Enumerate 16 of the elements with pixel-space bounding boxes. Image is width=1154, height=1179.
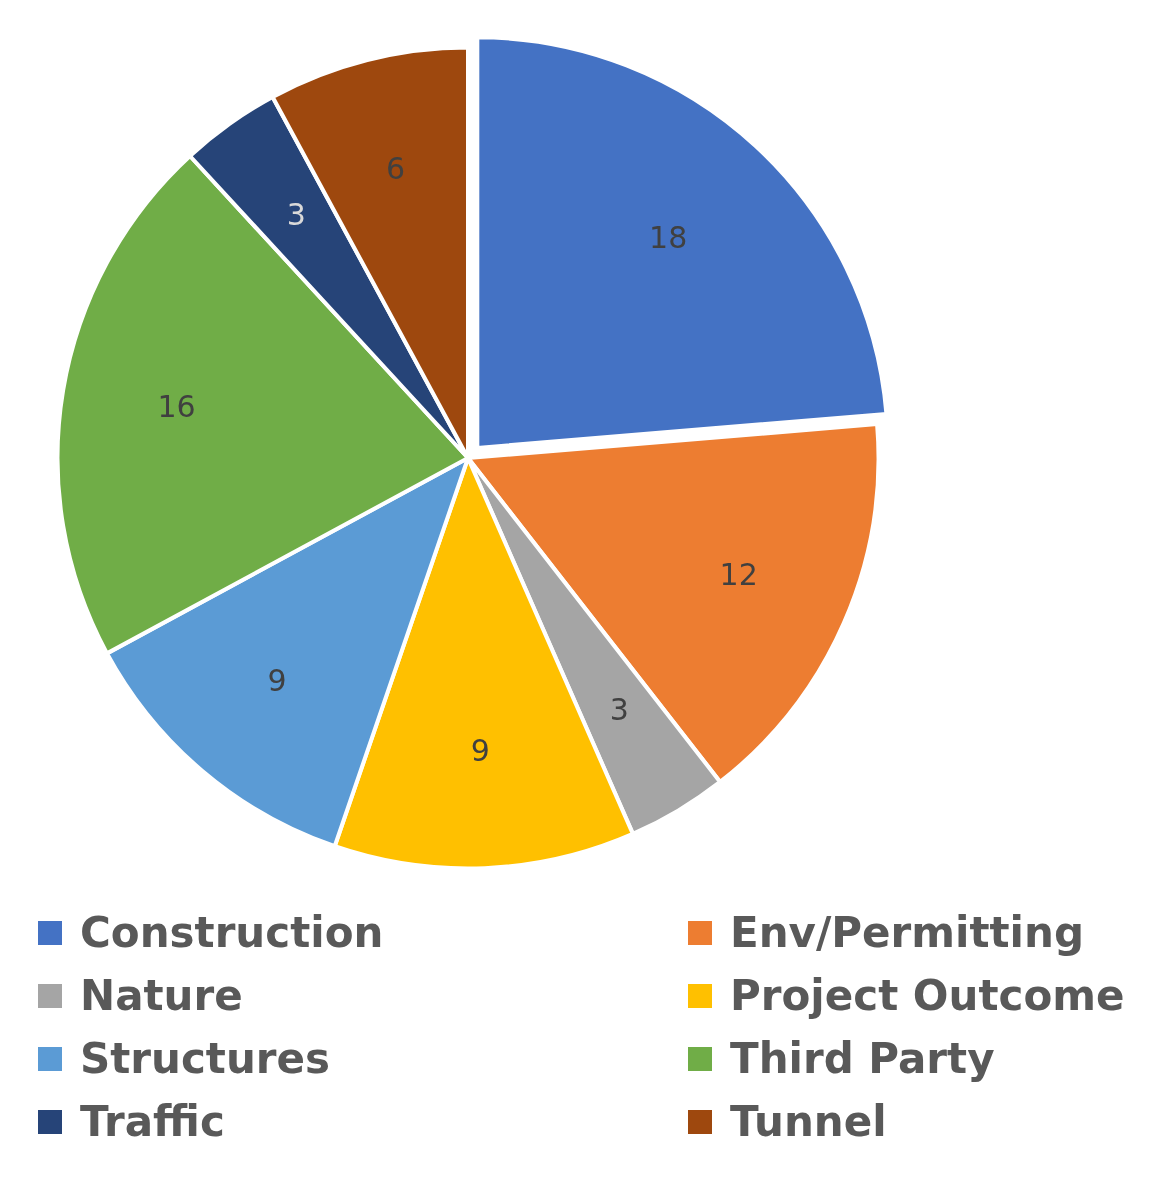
legend-label: Traffic: [80, 1097, 225, 1146]
data-label: 16: [157, 389, 196, 425]
legend-label: Project Outcome: [730, 971, 1125, 1020]
data-label: 9: [267, 663, 287, 699]
data-label: 6: [385, 151, 405, 187]
data-label: 12: [719, 556, 758, 592]
legend-label: Construction: [80, 908, 384, 957]
legend-label: Tunnel: [730, 1097, 887, 1146]
data-label: 18: [649, 220, 688, 256]
data-label: 9: [470, 733, 490, 769]
legend-label: Structures: [80, 1034, 331, 1083]
legend-label: Env/Permitting: [730, 908, 1084, 957]
legend-label: Third Party: [730, 1034, 995, 1083]
legend-label: Nature: [80, 971, 243, 1020]
data-label: 3: [609, 691, 629, 727]
data-label: 3: [286, 197, 306, 233]
